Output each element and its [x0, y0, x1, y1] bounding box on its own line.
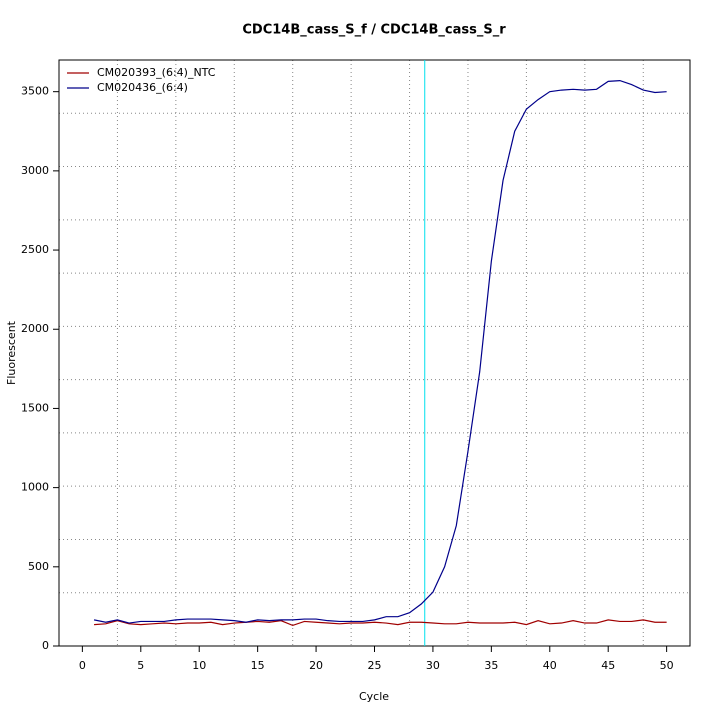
- y-tick-label: 500: [28, 560, 49, 573]
- x-tick-label: 15: [251, 659, 265, 672]
- y-axis-label: Fluorescent: [5, 320, 18, 385]
- x-tick-label: 40: [543, 659, 557, 672]
- legend-label: CM020436_(6:4): [97, 81, 188, 94]
- x-tick-label: 25: [368, 659, 382, 672]
- legend-label: CM020393_(6:4)_NTC: [97, 66, 216, 79]
- y-tick-label: 2000: [21, 322, 49, 335]
- x-tick-label: 45: [601, 659, 615, 672]
- x-tick-label: 5: [137, 659, 144, 672]
- x-tick-label: 30: [426, 659, 440, 672]
- x-tick-label: 35: [484, 659, 498, 672]
- y-tick-label: 1500: [21, 401, 49, 414]
- x-tick-label: 50: [660, 659, 674, 672]
- chart-title: CDC14B_cass_S_f / CDC14B_cass_S_r: [242, 23, 506, 38]
- x-axis-label: Cycle: [359, 690, 389, 703]
- series-line: [93, 79, 667, 624]
- x-tick-label: 10: [192, 659, 206, 672]
- y-tick-label: 2500: [21, 243, 49, 256]
- series-line: [94, 619, 667, 627]
- plot-frame: [58, 59, 691, 647]
- y-tick-label: 3500: [21, 85, 49, 98]
- x-tick-label: 0: [79, 659, 86, 672]
- x-tick-label: 20: [309, 659, 323, 672]
- y-tick-label: 1000: [21, 481, 49, 494]
- y-tick-label: 0: [42, 639, 49, 652]
- y-tick-label: 3000: [21, 164, 49, 177]
